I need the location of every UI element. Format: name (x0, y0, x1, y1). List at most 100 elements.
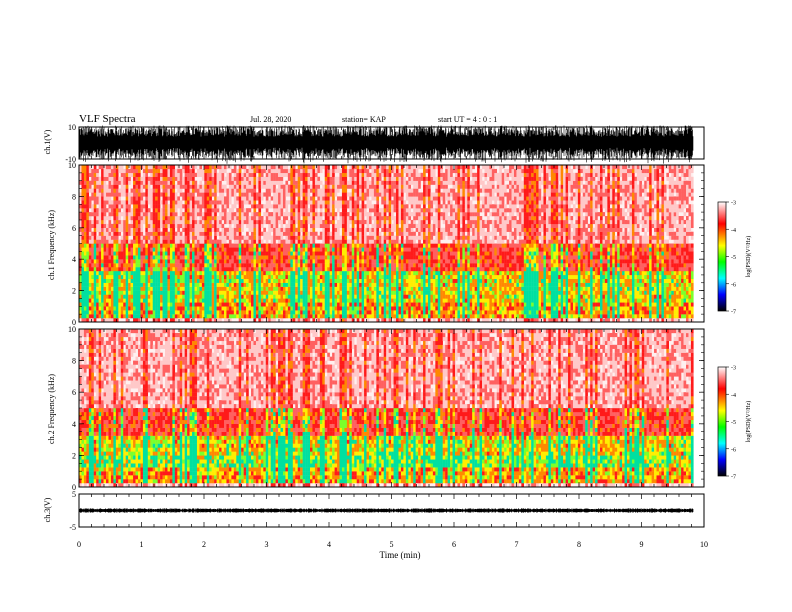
spectrogram-cell (302, 267, 306, 272)
spectrogram-cell (179, 168, 183, 174)
spectrogram-cell (174, 290, 178, 295)
spectrogram-cell (327, 243, 330, 248)
spectrogram-cell (206, 310, 210, 315)
spectrogram-cell (211, 247, 215, 252)
spectrogram-cell (314, 231, 318, 236)
spectrogram-cell (96, 219, 99, 225)
spectrogram-cell (346, 286, 350, 291)
spectrogram-cell (199, 196, 203, 201)
spectrogram-cell (246, 298, 249, 303)
spectrogram-cell (115, 278, 119, 283)
spectrogram-cell (177, 243, 180, 248)
spectrogram-cell (361, 286, 365, 291)
spectrogram-cell (314, 204, 318, 209)
spectrogram-cell (93, 208, 97, 213)
spectrogram-cell (137, 263, 141, 268)
spectrogram-cell (211, 180, 215, 185)
spectrogram-cell (140, 243, 144, 248)
spectrogram-cell (265, 302, 269, 307)
spectrogram-cell (110, 200, 114, 205)
spectrogram-cell (167, 223, 171, 229)
spectrogram-cell (140, 267, 144, 272)
spectrogram-cell (184, 212, 188, 217)
spectrogram-cell (135, 255, 139, 260)
spectrogram-cell (125, 259, 129, 264)
spectrogram-cell (206, 282, 210, 287)
spectrogram-cell (231, 259, 235, 264)
spectrogram-cell (179, 310, 183, 315)
spectrogram-cell (337, 239, 340, 244)
spectrogram-cell (334, 270, 338, 276)
spectrogram-cell (332, 243, 335, 248)
spectrogram-cell (189, 274, 193, 280)
spectrogram-cell (361, 259, 365, 264)
spectrogram-cell (125, 286, 129, 291)
spectrogram-cell (145, 247, 149, 252)
spectrogram-cell (314, 251, 318, 256)
spectrogram-cell (349, 208, 352, 213)
spectrogram-cell (368, 259, 372, 264)
spectrogram-cell (297, 314, 301, 319)
spectrogram-cell (137, 168, 141, 174)
spectrogram-cell (228, 302, 232, 307)
spectrogram-cell (300, 184, 303, 189)
spectrogram-cell (337, 290, 340, 295)
spectrogram-cell (142, 204, 146, 209)
spectrogram-cell (302, 168, 306, 174)
spectrogram-cell (319, 259, 323, 264)
spectrogram-cell (322, 239, 325, 244)
spectrogram-cell (201, 192, 205, 197)
y-tick-label: -10 (65, 155, 76, 164)
spectrogram-cell (103, 235, 107, 240)
spectrogram-cell (196, 172, 200, 177)
spectrogram-cell (103, 243, 107, 248)
spectrogram-cell (332, 294, 335, 299)
spectrogram-cell (332, 290, 335, 295)
spectrogram-cell (341, 239, 345, 244)
spectrogram-cell (103, 172, 107, 177)
spectrogram-cell (98, 294, 102, 299)
spectrogram-cell (86, 302, 90, 307)
spectrogram-cell (83, 267, 87, 272)
spectrogram-cell (167, 204, 171, 209)
spectrogram-cell (280, 200, 284, 205)
spectrogram-cell (236, 274, 239, 280)
spectrogram-cell (209, 212, 212, 217)
spectrogram-cell (165, 168, 168, 174)
spectrogram-cell (371, 298, 375, 303)
spectrogram-cell (317, 314, 321, 319)
spectrogram-cell (337, 298, 340, 303)
spectrogram-cell (162, 168, 166, 174)
spectrogram-cell (106, 172, 109, 177)
spectrogram-cell (381, 216, 384, 221)
spectrogram-cell (366, 196, 370, 201)
spectrogram-cell (307, 231, 311, 236)
spectrogram-cell (344, 290, 348, 295)
spectrogram-cell (388, 298, 392, 303)
spectrogram-cell (290, 172, 294, 177)
spectrogram-cell (364, 290, 367, 295)
spectrogram-cell (236, 223, 239, 229)
spectrogram-cell (206, 165, 210, 170)
spectrogram-cell (253, 314, 257, 319)
spectrogram-cell (165, 274, 168, 280)
spectrogram-cell (332, 200, 335, 205)
spectrogram-cell (373, 204, 377, 209)
spectrogram-cell (219, 168, 222, 174)
spectrogram-cell (263, 247, 266, 252)
spectrogram-cell (361, 306, 365, 311)
spectrogram-cell (302, 302, 306, 307)
spectrogram-cell (231, 204, 235, 209)
spectrogram-cell (184, 263, 188, 268)
spectrogram-cell (192, 247, 195, 252)
spectrogram-cell (332, 168, 335, 174)
spectrogram-cell (184, 165, 188, 170)
spectrogram-cell (305, 188, 308, 193)
spectrogram-cell (233, 223, 237, 229)
spectrogram-cell (337, 208, 340, 213)
spectrogram-cell (182, 223, 185, 229)
spectrogram-cell (324, 263, 328, 268)
spectrogram-cell (243, 302, 247, 307)
spectrogram-cell (346, 243, 350, 248)
spectrogram-cell (371, 223, 375, 229)
